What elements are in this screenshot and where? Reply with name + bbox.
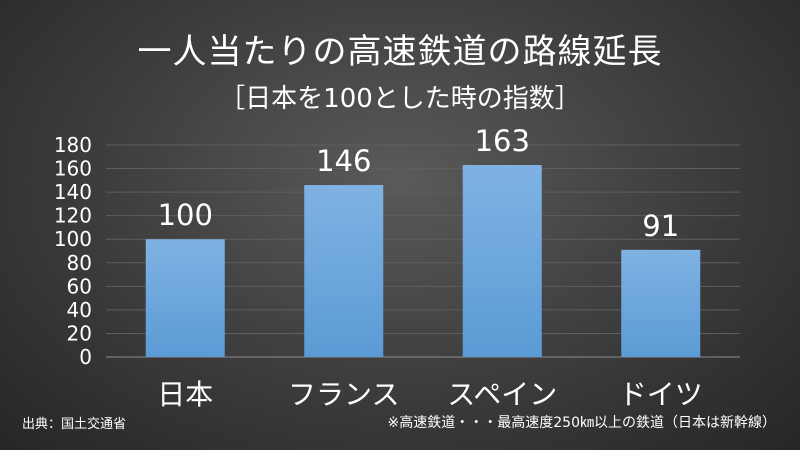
category-label: フランス (288, 378, 399, 411)
category-label: ドイツ (619, 378, 703, 411)
y-tick-label: 140 (54, 180, 92, 204)
y-tick-label: 100 (54, 227, 92, 251)
data-label: 163 (475, 124, 530, 158)
y-tick-label: 180 (54, 133, 92, 157)
y-tick-label: 40 (67, 298, 92, 322)
category-label: スペイン (447, 378, 557, 411)
chart-subtitle: ［日本を100とした時の指数］ (219, 84, 581, 114)
chart-title: 一人当たりの高速鉄道の路線延長 (137, 32, 663, 72)
footnote: ※高速鉄道・・・最高速度250㎞以上の鉄道（日本は新幹線） (387, 415, 776, 431)
data-label: 146 (316, 144, 371, 178)
y-tick-label: 0 (79, 345, 92, 369)
bar (621, 249, 701, 357)
category-label: 日本 (157, 378, 213, 411)
bar (304, 185, 384, 357)
data-label: 100 (158, 198, 213, 232)
bar (462, 165, 542, 357)
y-tick-label: 60 (67, 274, 92, 298)
data-label: 91 (642, 209, 679, 243)
y-tick-label: 20 (67, 321, 92, 345)
y-tick-label: 120 (54, 204, 92, 228)
bar (145, 239, 225, 357)
y-tick-label: 160 (54, 157, 92, 181)
source-note: 出典：国土交通省 (22, 417, 127, 432)
y-tick-label: 80 (67, 251, 92, 275)
